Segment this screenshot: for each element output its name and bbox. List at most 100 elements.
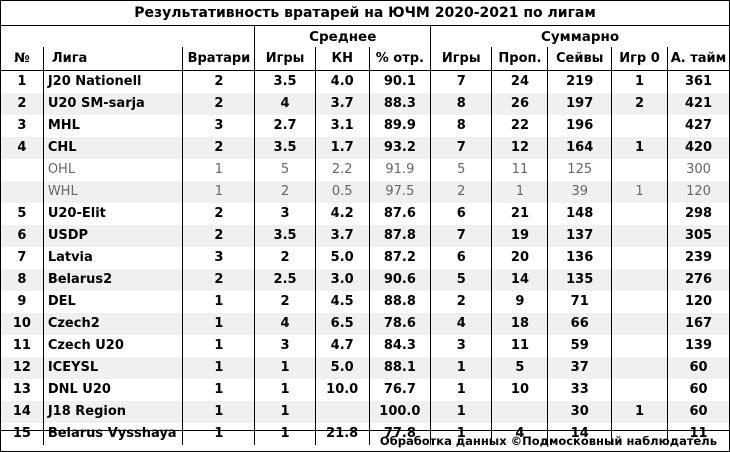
cell-total-games: 1 (430, 356, 492, 379)
goalie-stats-table: Среднее Суммарно № Лига Вратари Игры КН … (1, 26, 729, 445)
table-row: 6 USDP 2 3.5 3.7 87.8 7 19 137 305 (1, 224, 729, 247)
cell-rank: 1 (17, 74, 27, 90)
cell-goalies: 1 (182, 378, 255, 401)
cell-total-goals-against: 10 (491, 378, 548, 401)
cell-total-shutouts (610, 268, 668, 291)
cell-total-games: 1 (430, 422, 492, 445)
cell-goalies: 1 (182, 312, 255, 335)
cell-avg-save-pct: 90.1 (368, 70, 431, 93)
cell-rank (1, 180, 44, 203)
cell-total-minutes: 239 (667, 246, 729, 269)
cell-total-shutouts: 1 (610, 70, 668, 93)
cell-league: Czech U20 (42, 334, 183, 357)
cell-total-goals-against: 22 (491, 114, 548, 137)
cell-total-shutouts (610, 422, 668, 445)
cell-rank: 12 (1, 356, 44, 379)
cell-total-games: 3 (430, 334, 492, 357)
col-league: Лига (42, 47, 183, 71)
cell-rank: 6 (1, 224, 44, 247)
cell-avg-save-pct: 88.3 (368, 92, 431, 115)
cell-avg-games: 4 (254, 312, 316, 335)
cell-total-saves: 148 (547, 202, 612, 225)
cell-avg-gaa (314, 400, 370, 423)
table-row: 1 J20 Nationell 2 3.5 4.0 90.1 7 24 219 1 361 (1, 70, 729, 93)
cell-total-shutouts (610, 356, 668, 379)
cell-goalies: 1 (182, 400, 255, 423)
cell-avg-games: 3.5 (254, 136, 316, 159)
cell-total-saves: 164 (547, 136, 612, 159)
cell-goalies: 2 (182, 70, 255, 93)
cell-total-goals-against: 14 (491, 268, 548, 291)
col-total-minutes: А. тайм (667, 47, 729, 71)
cell-total-goals-against: 20 (491, 246, 548, 269)
cell-goalies: 1 (182, 422, 255, 445)
col-avg-games: Игры (254, 47, 316, 71)
cell-avg-save-pct: 90.6 (368, 268, 431, 291)
cell-total-saves: 71 (547, 290, 612, 313)
cell-total-games: 6 (430, 246, 492, 269)
cell-total-goals-against (491, 400, 548, 423)
table-row: 12 ICEYSL 1 1 5.0 88.1 1 5 37 60 (1, 356, 729, 379)
cell-league: MHL (42, 114, 183, 137)
col-total-saves: Сейвы (547, 47, 612, 71)
cell-avg-gaa: 3.7 (314, 92, 370, 115)
cell-avg-games: 2 (254, 246, 316, 269)
cell-rank: 4 (1, 136, 44, 159)
cell-avg-gaa: 6.5 (314, 312, 370, 335)
footer-credit: Обработка данных ©Подмосковный наблюдате… (379, 434, 717, 448)
cell-avg-gaa: 4.2 (314, 202, 370, 225)
cell-league: Belarus2 (42, 268, 183, 291)
cell-avg-games: 2 (254, 290, 316, 313)
cell-avg-save-pct: 84.3 (368, 334, 431, 357)
cell-total-goals-against: 9 (491, 290, 548, 313)
cell-total-games: 8 (430, 114, 492, 137)
cell-avg-save-pct: 89.9 (368, 114, 431, 137)
cell-league: J18 Region (42, 400, 183, 423)
cell-goalies: 1 (182, 334, 255, 357)
cell-total-shutouts (610, 246, 668, 269)
table-row: 9 DEL 1 2 4.5 88.8 2 9 71 120 (1, 290, 729, 313)
cell-total-games: 7 (430, 70, 492, 93)
cell-rank: 9 (17, 294, 27, 309)
cell-avg-gaa: 0.5 (314, 180, 370, 203)
cell-avg-games: 2 (254, 180, 316, 203)
cell-total-minutes: 60 (667, 378, 729, 401)
cell-total-goals-against: 1 (491, 180, 548, 203)
cell-league: U20 SM-sarja (42, 92, 183, 115)
cell-goalies: 2 (182, 224, 255, 247)
cell-avg-gaa: 4.0 (314, 70, 370, 93)
cell-total-games: 6 (430, 202, 492, 225)
cell-avg-games: 1 (254, 356, 316, 379)
cell-avg-save-pct: 76.7 (368, 378, 431, 401)
cell-total-minutes: 60 (667, 400, 729, 423)
cell-avg-save-pct: 100.0 (368, 400, 431, 423)
cell-avg-save-pct: 88.1 (368, 356, 431, 379)
cell-rank: 7 (17, 250, 27, 265)
cell-total-games: 5 (430, 268, 492, 291)
cell-total-saves: 197 (547, 92, 612, 115)
cell-total-shutouts (610, 158, 668, 181)
cell-avg-save-pct: 97.5 (368, 180, 431, 203)
table-row: 10 Czech2 1 4 6.5 78.6 4 18 66 167 (1, 312, 729, 335)
cell-goalies: 1 (182, 158, 255, 181)
cell-total-goals-against: 26 (491, 92, 548, 115)
col-goalies: Вратари (182, 47, 255, 71)
cell-avg-games: 1 (254, 400, 316, 423)
col-total-games: Игры (430, 47, 492, 71)
table-row: 2 U20 SM-sarja 2 4 3.7 88.3 8 26 197 2 421 (1, 92, 729, 115)
cell-total-minutes: 120 (667, 290, 729, 313)
cell-total-minutes: 305 (667, 224, 729, 247)
table-row: 5 U20-Elit 2 3 4.2 87.6 6 21 148 298 (1, 202, 729, 225)
cell-avg-gaa: 2.2 (314, 158, 370, 181)
cell-avg-gaa: 5.0 (314, 356, 370, 379)
cell-total-minutes: 139 (667, 334, 729, 357)
cell-league: WHL (42, 180, 183, 203)
cell-avg-games: 4 (254, 92, 316, 115)
cell-total-minutes: 167 (667, 312, 729, 335)
cell-avg-games: 3.5 (254, 70, 316, 93)
cell-league: OHL (42, 158, 183, 181)
cell-league: Czech2 (42, 312, 183, 335)
cell-goalies: 3 (182, 114, 255, 137)
table-row: 8 Belarus2 2 2.5 3.0 90.6 5 14 135 276 (1, 268, 729, 291)
group-header-row: Среднее Суммарно (1, 26, 729, 47)
